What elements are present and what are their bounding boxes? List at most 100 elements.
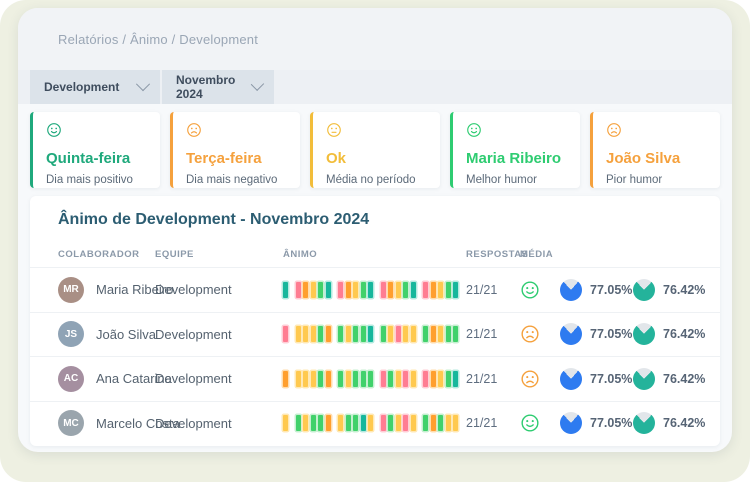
mood-bar	[353, 326, 358, 343]
mood-bar	[283, 415, 288, 432]
score-percent: 76.42%	[663, 416, 706, 431]
collaborator-cell: MC Marcelo Costa	[58, 410, 180, 437]
score-pie-cell: 76.42%	[633, 412, 706, 435]
mood-bar	[345, 281, 351, 298]
summary-card-title: Quinta-feira	[46, 150, 131, 167]
pie-chart-icon	[633, 367, 655, 390]
table-row[interactable]: MC Marcelo Costa Development 21/21 77.05% 76…	[30, 400, 720, 446]
table-row[interactable]: MR Maria Ribeiro Development 21/21 77.05% 76…	[30, 267, 720, 312]
mood-bar	[295, 415, 301, 432]
score-pie-cell: 77.05%	[560, 278, 633, 301]
mood-bar	[368, 415, 373, 432]
mood-bar	[368, 281, 373, 298]
mood-bar	[303, 326, 308, 343]
smile-face-icon	[467, 123, 481, 137]
summary-card-title: Maria Ribeiro	[466, 150, 562, 167]
mood-bar	[430, 370, 436, 387]
mood-bar	[345, 326, 351, 343]
mood-bar-group	[283, 370, 288, 387]
score-percent: 76.42%	[663, 371, 706, 386]
month-select-value: Novembro 2024	[176, 73, 236, 101]
mood-bar	[403, 415, 408, 432]
column-header-animo: ÂNIMO	[283, 249, 318, 260]
summary-cards: Quinta-feira Dia mais positivo Terça-feir…	[30, 112, 720, 188]
avatar: AC	[58, 365, 84, 392]
mood-bar	[380, 281, 386, 298]
summary-card-title: Ok	[326, 150, 347, 167]
mood-bar-group	[338, 326, 373, 343]
mood-bar-group	[295, 281, 331, 298]
mood-bar	[283, 326, 288, 343]
month-select[interactable]: Novembro 2024	[162, 70, 274, 104]
pie-chart-icon	[633, 412, 655, 435]
frown-face-icon	[521, 325, 539, 343]
mood-bar	[445, 326, 451, 343]
mood-bar	[453, 326, 458, 343]
score-pie-cell: 77.05%	[560, 412, 633, 435]
collaborator-cell: MR Maria Ribeiro	[58, 276, 173, 303]
mood-bar-group	[338, 281, 373, 298]
table-row[interactable]: AC Ana Catarina Development 21/21 77.05% 76.…	[30, 356, 720, 401]
mood-bar	[295, 370, 301, 387]
mood-bar-group	[380, 415, 416, 432]
mood-bar-group	[423, 415, 458, 432]
mood-bar	[345, 370, 351, 387]
table-body: MR Maria Ribeiro Development 21/21 77.05% 76…	[30, 267, 720, 445]
mood-bars	[283, 326, 466, 343]
average-mood-cell	[520, 280, 560, 300]
summary-card: Maria Ribeiro Melhor humor	[450, 112, 580, 188]
neutral-face-icon	[327, 123, 341, 137]
summary-card-title: Terça-feira	[186, 150, 262, 167]
summary-card-subtitle: Média no período	[326, 174, 416, 186]
mood-bar	[395, 326, 401, 343]
mood-bar	[360, 326, 366, 343]
column-header-colaborador: COLABORADOR	[58, 249, 140, 260]
mood-bar	[395, 370, 401, 387]
mood-bar	[338, 326, 343, 343]
mood-bar-group	[380, 326, 416, 343]
mood-bar	[423, 326, 428, 343]
table-row[interactable]: JS João Silva Development 21/21 77.05% 76.42…	[30, 311, 720, 357]
summary-card-title: João Silva	[606, 150, 681, 167]
collaborator-name: João Silva	[96, 326, 156, 342]
mood-bar	[295, 326, 301, 343]
mood-bar	[360, 370, 366, 387]
mood-bar	[325, 370, 331, 387]
responses-cell: 21/21	[466, 371, 498, 386]
filter-bar: Development Novembro 2024	[18, 70, 732, 104]
mood-bar	[360, 281, 366, 298]
mood-bar	[395, 281, 401, 298]
collaborator-cell: AC Ana Catarina	[58, 365, 172, 392]
mood-bar-group	[380, 370, 416, 387]
mood-bar-group	[295, 326, 331, 343]
mood-bar	[403, 281, 408, 298]
smile-face-icon	[521, 281, 539, 299]
mood-bar	[283, 281, 288, 298]
team-select[interactable]: Development	[30, 70, 160, 104]
report-card: Ânimo de Development - Novembro 2024 COL…	[30, 196, 720, 446]
mood-bar	[338, 415, 343, 432]
pie-chart-icon	[560, 323, 582, 346]
mood-bar	[318, 281, 323, 298]
mood-bar	[403, 326, 408, 343]
pie-chart-icon	[633, 323, 655, 346]
mood-bar	[410, 370, 416, 387]
mood-bar	[295, 281, 301, 298]
mood-bar	[325, 326, 331, 343]
pie-chart-icon	[560, 367, 582, 390]
score-pie-cell: 76.42%	[633, 323, 705, 346]
score-pie-cell: 76.42%	[633, 367, 706, 390]
mood-bar	[430, 415, 436, 432]
mood-bar	[445, 281, 451, 298]
mood-bar-group	[338, 415, 373, 432]
mood-bars	[283, 415, 466, 432]
summary-card-subtitle: Melhor humor	[466, 174, 537, 186]
mood-bar	[360, 415, 366, 432]
mood-bar-group	[423, 370, 458, 387]
frown-face-icon	[521, 370, 539, 388]
mood-bars	[283, 370, 466, 387]
summary-card: Ok Média no período	[310, 112, 440, 188]
score-percent: 77.05%	[590, 327, 633, 342]
mood-bar	[438, 370, 443, 387]
